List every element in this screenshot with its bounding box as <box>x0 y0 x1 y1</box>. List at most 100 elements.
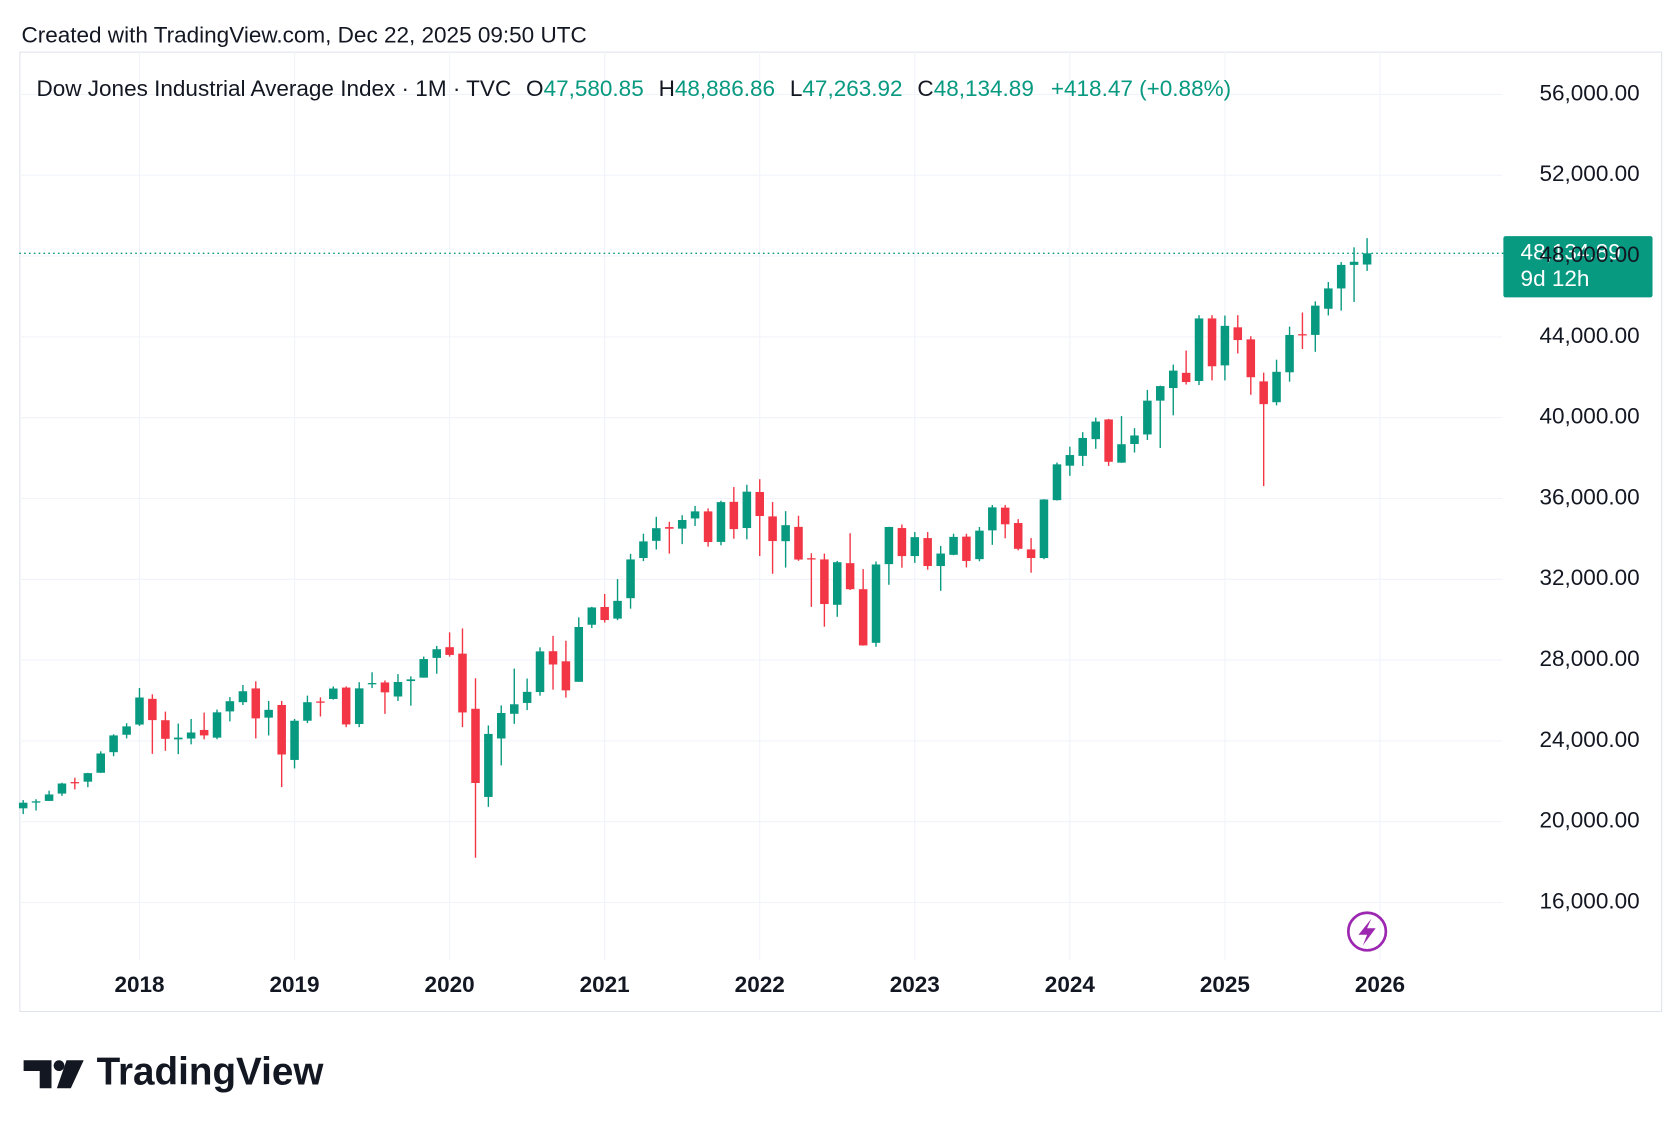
candle-body <box>1207 318 1217 367</box>
candle-body <box>31 801 41 803</box>
legend-value: 47,580.85 <box>544 76 644 101</box>
candle-body <box>83 773 93 782</box>
candle-body <box>768 516 777 542</box>
candle-body <box>109 735 118 753</box>
candle-body <box>587 607 597 625</box>
candle-body <box>988 507 997 531</box>
legend-key: C <box>917 76 933 101</box>
candle-body <box>807 558 816 560</box>
candle-body <box>186 732 196 739</box>
candle-body <box>1246 339 1256 378</box>
candle-body <box>1026 549 1036 559</box>
candle-body <box>794 526 803 560</box>
candle-body <box>832 562 842 605</box>
candle-body <box>173 737 183 740</box>
candle-body <box>1324 288 1333 309</box>
y-tick-label: 52,000.00 <box>1539 161 1639 186</box>
candle-body <box>1362 253 1372 265</box>
candle-body <box>122 726 131 735</box>
candle-body <box>70 782 80 784</box>
brand-name: TradingView <box>97 1050 325 1093</box>
candle-body <box>316 701 325 703</box>
candle-body <box>1259 381 1268 405</box>
candle-body <box>639 541 648 558</box>
candle-body <box>1039 499 1049 559</box>
candle-body <box>238 691 248 703</box>
candle-body <box>406 679 416 682</box>
candle-body <box>1169 370 1178 389</box>
candle-body <box>600 607 609 621</box>
candle-body <box>380 682 390 693</box>
candle-body <box>1052 464 1062 501</box>
candle-body <box>858 589 868 646</box>
candle-body <box>535 651 545 693</box>
candle-body <box>1078 437 1087 456</box>
candle-body <box>1013 523 1023 549</box>
candle-body <box>57 783 67 794</box>
candle-body <box>626 559 635 599</box>
candle-body <box>910 537 920 557</box>
candle-body <box>1181 372 1191 383</box>
x-tick-label: 2023 <box>890 972 940 997</box>
x-tick-label: 2018 <box>114 972 164 997</box>
candle-body <box>1117 444 1126 463</box>
x-tick-label: 2021 <box>580 972 630 997</box>
candle-body <box>1272 371 1281 403</box>
candle-body <box>225 701 235 712</box>
candle-body <box>949 536 958 555</box>
chart-title: Dow Jones Industrial Average Index · 1M … <box>36 76 511 101</box>
candle-body <box>923 538 932 567</box>
candle-body <box>393 681 403 697</box>
candle-body <box>432 649 442 658</box>
candle-body <box>755 491 764 517</box>
y-tick-label: 20,000.00 <box>1539 808 1639 833</box>
y-tick-label: 40,000.00 <box>1539 404 1639 429</box>
y-tick-label: 56,000.00 <box>1539 80 1639 105</box>
countdown: 9d 12h <box>1521 266 1590 291</box>
legend-value: 48,134.89 <box>934 76 1034 101</box>
candle-body <box>652 528 661 541</box>
candle-body <box>548 651 558 665</box>
candle-body <box>458 653 467 713</box>
candle-body <box>1155 386 1165 401</box>
candle-body <box>690 511 700 519</box>
candle-body <box>1130 435 1139 444</box>
candle-body <box>897 528 907 557</box>
candle-body <box>419 659 428 678</box>
candle-body <box>703 511 713 543</box>
candle-body <box>471 708 480 783</box>
candle-body <box>845 563 855 590</box>
candle-body <box>716 502 726 542</box>
legend-value: 48,886.86 <box>675 76 775 101</box>
candle-body <box>367 683 377 685</box>
candle-body <box>1104 419 1113 462</box>
legend-key: H <box>659 76 675 101</box>
created-note: Created with TradingView.com, Dec 22, 20… <box>21 23 586 48</box>
legend-key: L <box>790 76 803 101</box>
x-tick-label: 2019 <box>269 972 319 997</box>
x-tick-label: 2020 <box>425 972 475 997</box>
candle-body <box>613 600 622 619</box>
candle-body <box>742 491 752 529</box>
y-tick-label: 44,000.00 <box>1539 323 1639 348</box>
candle-body <box>212 712 222 738</box>
candle-body <box>1065 455 1075 466</box>
candle-body <box>1285 334 1294 373</box>
candle-body <box>1349 261 1359 265</box>
alert-icon[interactable] <box>1346 911 1388 952</box>
candle-body <box>264 709 273 718</box>
candle-body <box>729 501 739 530</box>
y-tick-label: 24,000.00 <box>1539 727 1639 752</box>
brand-logo <box>23 1060 84 1089</box>
candle-body <box>820 559 829 605</box>
candle-body <box>962 536 971 561</box>
candle-body <box>1091 421 1101 440</box>
candle-body <box>975 530 984 560</box>
candle-body <box>1298 334 1307 336</box>
last-price-box <box>1503 236 1653 298</box>
candle-body <box>148 698 157 721</box>
candle-body <box>354 688 364 724</box>
candle-body <box>161 720 170 739</box>
last-price-label: 48,134.89 <box>1521 239 1621 264</box>
candle-body <box>329 688 338 699</box>
